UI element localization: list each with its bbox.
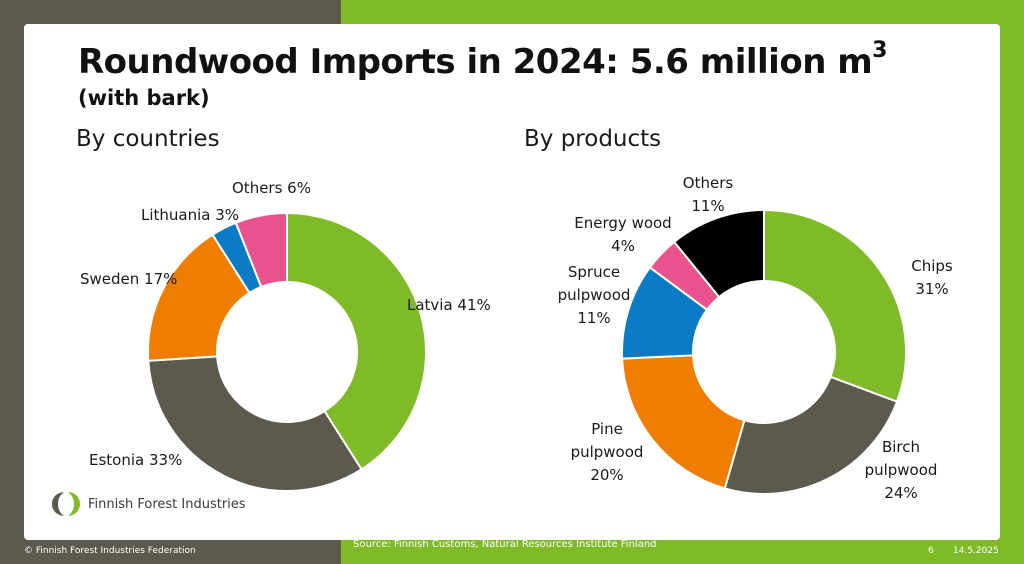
footer-date: 14.5.2025 [953,546,999,556]
label-countries-others: Others 6% [232,179,311,197]
label-products-chips: Chips 31% [911,257,953,298]
slice-products-others [672,208,765,299]
label-countries-sweden: Sweden 17% [80,270,177,288]
slice-countries-others [234,211,288,289]
label-products-spruce-pulpwood: Spruce pulpwood 11% [558,263,631,327]
slice-countries-latvia [286,211,427,471]
slice-countries-estonia [147,355,363,492]
donut-chart-products: Chips 31% Birch pulpwood 24% Pine pulpwood 20% S… [558,174,953,502]
section-title-products: By products [524,126,662,152]
section-title-countries: By countries [76,126,220,152]
label-products-pine-pulpwood: Pine pulpwood 20% [571,420,644,484]
slice-products-birch-pulpwood [723,375,899,495]
donut-chart-countries: Latvia 41% Estonia 33% Sweden 17% Lithuania… [80,179,491,492]
label-countries-lithuania: Lithuania 3% [141,206,239,224]
finnish-forest-industries-logo-icon [52,492,80,516]
label-products-birch-pulpwood: Birch pulpwood 24% [865,438,938,502]
title-superscript: 3 [872,38,887,63]
page-subtitle: (with bark) [78,86,210,110]
footer-page-number: 6 [928,546,934,556]
slice-products-pine-pulpwood [621,354,746,490]
page-title: Roundwood Imports in 2024: 5.6 million m… [78,38,887,82]
label-products-energy-wood: Energy wood 4% [574,214,671,255]
label-products-others: Others 11% [683,174,734,215]
footer-source: Source: Finnish Customs, Natural Resourc… [353,539,657,550]
label-countries-estonia: Estonia 33% [89,451,182,469]
slice-products-chips [763,208,907,404]
label-countries-latvia: Latvia 41% [407,296,491,314]
footer-copyright: © Finnish Forest Industries Federation [24,546,196,556]
slice-countries-sweden [147,233,251,362]
logo-text: Finnish Forest Industries [88,497,246,512]
